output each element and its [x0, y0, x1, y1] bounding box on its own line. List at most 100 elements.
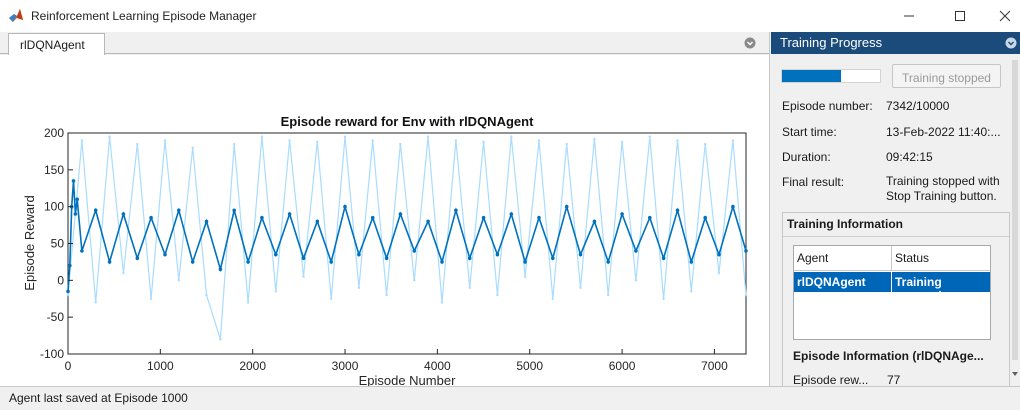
average-reward-point: [551, 256, 555, 260]
y-tick-label: -50: [47, 310, 65, 324]
episode-reward-point: [122, 271, 125, 275]
minimize-button[interactable]: [886, 0, 932, 32]
average-reward-point: [329, 260, 334, 264]
y-axis-label: Episode Reward: [22, 195, 37, 290]
episode-reward-point: [316, 140, 319, 143]
episode-reward-point: [648, 135, 651, 138]
x-tick-label: 7000: [701, 359, 728, 373]
average-reward-point: [107, 260, 112, 264]
average-reward-point: [537, 215, 541, 220]
average-reward-point: [731, 204, 735, 209]
duration-value: 09:42:15: [886, 150, 933, 164]
episode-reward-point: [551, 297, 554, 300]
x-tick-label: 5000: [516, 359, 543, 373]
episode-reward-point: [108, 135, 111, 138]
episode-reward-point: [219, 338, 222, 341]
status-text: Agent last saved at Episode 1000: [9, 391, 188, 405]
average-reward-point: [343, 204, 347, 209]
episode-reward-point: [205, 293, 208, 297]
episode-reward-point: [136, 142, 139, 146]
cell-agent: rlDQNAgent: [794, 272, 892, 292]
close-button[interactable]: [982, 0, 1020, 32]
episode-reward-point: [260, 135, 264, 138]
average-reward-point: [564, 204, 569, 209]
window-title: Reinforcement Learning Episode Manager: [31, 9, 257, 23]
tab-label: rlDQNAgent: [20, 38, 85, 52]
episode-reward-point: [288, 139, 291, 142]
episode-reward-point: [371, 139, 374, 142]
status-bar: Agent last saved at Episode 1000: [0, 386, 1020, 410]
episode-reward-value: 77: [887, 373, 901, 387]
average-reward-point: [177, 208, 181, 213]
episode-reward-point: [149, 297, 153, 300]
scroll-down-arrow-icon[interactable]: [1011, 370, 1019, 378]
episode-reward-point: [662, 297, 665, 300]
episode-reward-point: [510, 135, 513, 138]
episode-reward-point: [482, 140, 485, 143]
episode-reward-point: [496, 293, 499, 297]
y-tick-label: 200: [44, 126, 64, 140]
episode-reward-point: [537, 139, 541, 142]
average-reward-point: [66, 289, 70, 294]
y-tick-label: 100: [44, 200, 64, 214]
episode-reward-point: [80, 139, 84, 142]
average-reward-point: [467, 256, 472, 260]
panel-title: Training Progress: [780, 35, 883, 50]
average-reward-point: [592, 219, 597, 224]
episode-reward-point: [744, 293, 748, 297]
episode-reward-point: [163, 139, 167, 142]
average-reward-point: [93, 208, 98, 213]
average-reward-point: [398, 212, 403, 216]
average-reward-point: [204, 219, 209, 224]
average-reward-point: [481, 215, 486, 220]
episode-reward-point: [731, 139, 735, 142]
section-divider: [783, 236, 1009, 237]
column-header-status[interactable]: Status: [892, 246, 990, 271]
tab-rldqnagent[interactable]: rlDQNAgent: [8, 33, 105, 55]
episode-reward-point: [191, 146, 194, 149]
average-reward-point: [287, 212, 292, 216]
average-reward-point: [357, 252, 361, 257]
episode-number-label: Episode number:: [782, 99, 873, 113]
table-row[interactable]: rlDQNAgent Training stopped: [794, 272, 990, 303]
episode-reward-point: [177, 279, 180, 282]
scrollbar-thumb[interactable]: [1012, 60, 1018, 360]
column-header-agent[interactable]: Agent: [794, 246, 892, 271]
training-information-title: Training Information: [787, 217, 903, 231]
duration-label: Duration:: [782, 150, 831, 164]
progress-bar-fill: [782, 70, 841, 82]
average-reward-point: [218, 267, 223, 272]
training-progress-panel: Training Progress Training stopped Episo…: [771, 32, 1020, 390]
average-reward-point: [634, 249, 638, 253]
episode-reward-point: [399, 142, 402, 146]
chevron-down-icon[interactable]: [1005, 37, 1017, 49]
episode-reward-point: [66, 293, 70, 297]
x-tick-label: 0: [65, 359, 72, 373]
average-reward-point: [163, 252, 167, 257]
average-reward-point: [149, 215, 153, 220]
y-tick-label: 0: [57, 273, 64, 287]
chart-title: Episode reward for Env with rlDQNAgent: [281, 114, 534, 129]
episode-reward-point: [523, 275, 527, 278]
cell-status: Training stopped: [895, 275, 942, 303]
maximize-button[interactable]: [937, 0, 983, 32]
average-reward-point: [68, 263, 72, 268]
average-reward-point: [426, 219, 430, 224]
right-panel-scrollbar[interactable]: [1010, 54, 1020, 386]
progress-bar: [781, 69, 881, 83]
stop-training-button[interactable]: Training stopped: [892, 64, 1001, 88]
chevron-down-icon[interactable]: [744, 37, 756, 49]
average-reward-point: [661, 256, 666, 260]
average-reward-point: [620, 212, 624, 216]
close-icon: [999, 10, 1011, 22]
average-reward-point: [301, 256, 306, 260]
training-information-section: Training Information Agent Status rlDQNA…: [782, 212, 1010, 390]
average-reward-point: [370, 215, 375, 220]
y-tick-label: -100: [40, 347, 64, 361]
episode-reward-point: [385, 293, 388, 297]
average-reward-point: [75, 197, 79, 202]
average-reward-point: [648, 215, 652, 220]
episode-reward-point: [357, 286, 361, 289]
y-tick-label: 50: [51, 237, 65, 251]
average-reward-point: [606, 260, 610, 264]
